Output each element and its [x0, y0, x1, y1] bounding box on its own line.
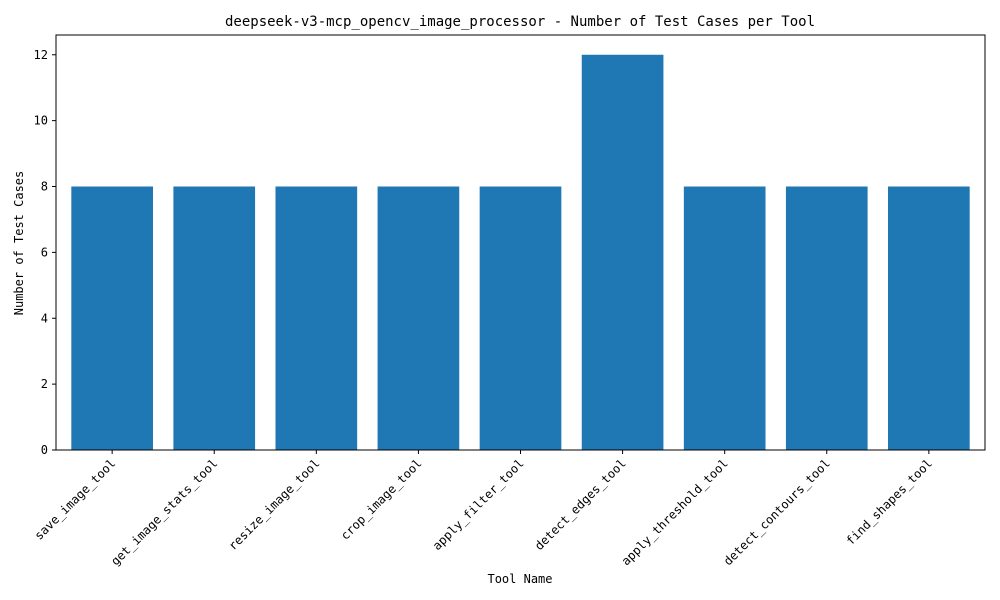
bar-detect-contours-tool — [785, 186, 868, 450]
y-axis-label: Number of Test Cases — [12, 171, 26, 316]
x-tick-label: apply_threshold_tool — [619, 456, 731, 568]
bar-save-image-tool — [71, 186, 153, 450]
x-tick-label: find_shapes_tool — [843, 456, 935, 548]
bar-resize-image-tool — [275, 186, 358, 450]
bar-detect-edges-tool — [581, 54, 664, 451]
bar-apply-threshold-tool — [683, 186, 766, 450]
x-tick-label: detect_contours_tool — [721, 456, 833, 568]
bar-apply-filter-tool — [479, 186, 562, 450]
bar-crop-image-tool — [377, 186, 460, 450]
bar-get-image-stats-tool — [173, 186, 256, 450]
x-axis-label: Tool Name — [487, 572, 552, 586]
x-tick-label: apply_filter_tool — [430, 456, 527, 553]
y-tick-label: 4 — [41, 311, 48, 325]
y-tick-label: 6 — [41, 245, 48, 259]
x-tick-label: resize_image_tool — [226, 456, 323, 553]
y-tick-label: 8 — [41, 180, 48, 194]
y-tick-label: 0 — [41, 443, 48, 457]
x-tick-label: save_image_tool — [32, 456, 119, 543]
bar-find-shapes-tool — [888, 186, 970, 450]
chart-title: deepseek-v3-mcp_opencv_image_processor -… — [225, 14, 815, 30]
bars-group — [71, 54, 970, 451]
x-tick-label: crop_image_tool — [338, 456, 425, 543]
y-tick-label: 12 — [34, 48, 48, 62]
y-tick-label: 10 — [34, 114, 48, 128]
x-tick-label: detect_edges_tool — [532, 456, 629, 553]
y-tick-label: 2 — [41, 377, 48, 391]
y-axis-ticks: 0 2 4 6 8 10 12 — [34, 48, 56, 457]
x-tick-label: get_image_stats_tool — [108, 456, 220, 568]
